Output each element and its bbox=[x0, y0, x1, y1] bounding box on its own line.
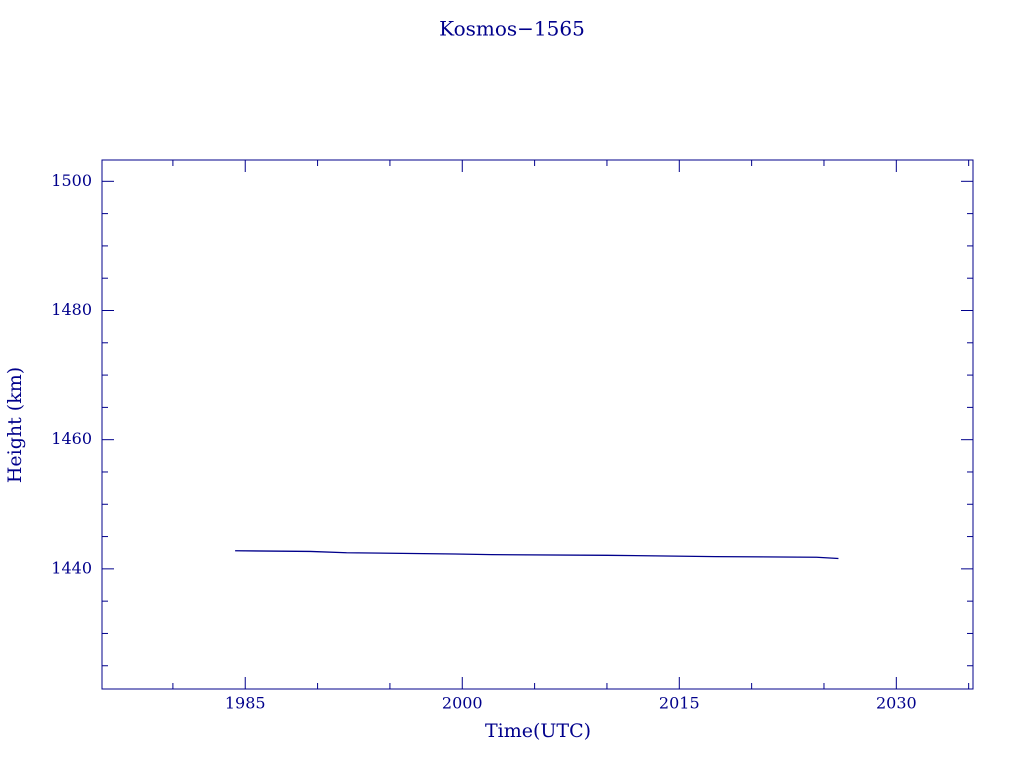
x-tick-label: 1985 bbox=[225, 694, 266, 713]
y-tick-label: 1440 bbox=[51, 558, 92, 577]
y-tick-label: 1480 bbox=[51, 300, 92, 319]
data-line bbox=[235, 550, 839, 560]
x-tick-label: 2000 bbox=[442, 694, 483, 713]
y-tick-label: 1500 bbox=[51, 171, 92, 190]
plot-frame bbox=[101, 159, 974, 690]
chart-title: Kosmos−1565 bbox=[439, 17, 585, 41]
x-tick-label: 2030 bbox=[876, 694, 917, 713]
x-tick-label: 2015 bbox=[659, 694, 700, 713]
y-axis-label: Height (km) bbox=[4, 367, 26, 483]
x-axis-label: Time(UTC) bbox=[485, 720, 591, 742]
y-tick-label: 1460 bbox=[51, 429, 92, 448]
